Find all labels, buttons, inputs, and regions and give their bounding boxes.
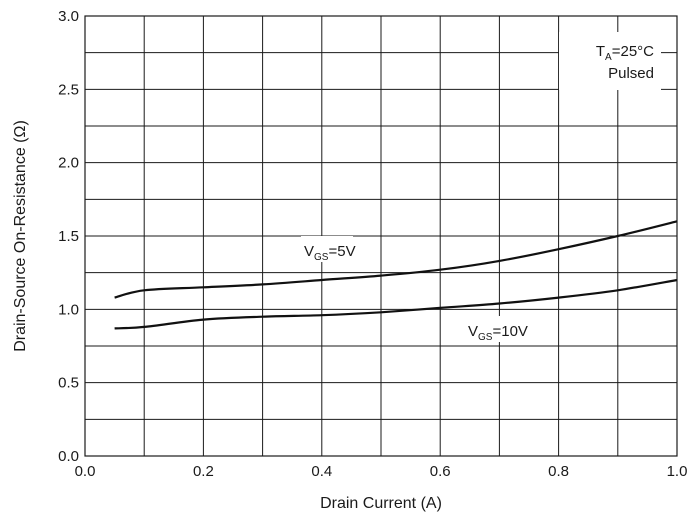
annotation-temperature: TA=25°C <box>596 43 654 63</box>
x-tick-label: 0.0 <box>75 463 96 480</box>
series-label-vgs-5v: VGS=5V <box>304 243 356 263</box>
plot-frame <box>84 15 678 457</box>
x-tick-label: 1.0 <box>667 463 688 480</box>
y-tick-labels: 0.0 0.5 1.0 1.5 2.0 2.5 3.0 <box>58 8 79 465</box>
x-tick-labels: 0.0 0.2 0.4 0.6 0.8 1.0 <box>75 463 688 480</box>
x-axis-title: Drain Current (A) <box>320 495 442 512</box>
x-tick-label: 0.6 <box>430 463 451 480</box>
y-tick-label: 2.0 <box>58 155 79 172</box>
y-tick-label: 2.5 <box>58 81 79 98</box>
series-line-vgs-5v <box>114 220 678 299</box>
series-label-10v-background <box>465 316 527 342</box>
annotation-box-background <box>559 32 661 90</box>
y-tick-label: 0.0 <box>58 448 79 465</box>
series-label-vgs-10v: VGS=10V <box>468 323 528 343</box>
y-axis-title: Drain-Source On-Resistance (Ω) <box>12 120 29 352</box>
grid-lines <box>85 16 677 456</box>
x-tick-label: 0.2 <box>193 463 214 480</box>
series-line-vgs-10v <box>114 278 678 330</box>
x-tick-label: 0.4 <box>311 463 332 480</box>
y-tick-label: 0.5 <box>58 375 79 392</box>
y-tick-label: 1.0 <box>58 301 79 318</box>
annotation-pulsed: Pulsed <box>608 65 654 82</box>
y-tick-label: 1.5 <box>58 228 79 245</box>
y-tick-label: 3.0 <box>58 8 79 25</box>
series-lines <box>114 220 678 330</box>
x-tick-label: 0.8 <box>548 463 569 480</box>
series-label-5v-background <box>301 236 353 262</box>
